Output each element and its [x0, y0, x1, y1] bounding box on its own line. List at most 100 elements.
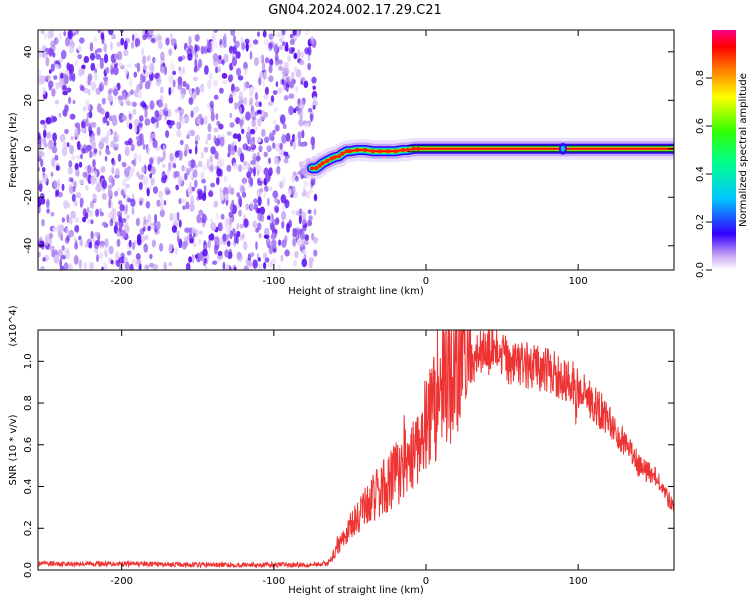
noise-blob [94, 72, 98, 82]
noise-blob [210, 146, 216, 155]
noise-blob [203, 185, 207, 192]
noise-blob [198, 230, 203, 235]
noise-blob [267, 101, 274, 106]
noise-blob [192, 169, 198, 179]
noise-blob [155, 80, 161, 87]
noise-blob [226, 227, 231, 236]
noise-blob [143, 243, 149, 253]
noise-blob [188, 256, 193, 263]
noise-blob [209, 100, 214, 108]
noise-blob [59, 78, 64, 88]
noise-blob [130, 113, 134, 123]
noise-blob [100, 166, 106, 173]
noise-blob [230, 187, 235, 195]
noise-blob [111, 160, 116, 167]
signal-peak-dot [393, 149, 398, 154]
noise-blob [131, 41, 134, 49]
noise-blob [220, 213, 225, 220]
noise-blob [141, 48, 144, 56]
noise-blob [44, 234, 50, 243]
noise-blob [300, 51, 305, 59]
noise-blob [292, 237, 296, 247]
noise-blob [262, 81, 266, 88]
x-tick-label: -200 [110, 276, 133, 287]
noise-blob [278, 148, 285, 158]
signal-peak-dot [378, 149, 383, 154]
y-tick-label: 0.0 [23, 562, 34, 578]
noise-blob [258, 101, 262, 107]
y-tick-label: 40 [23, 45, 34, 58]
noise-blob [87, 164, 92, 175]
noise-blob [249, 201, 255, 211]
noise-blob [252, 39, 259, 45]
noise-blob [159, 243, 164, 252]
noise-blob [208, 234, 213, 241]
noise-blob [101, 193, 107, 200]
noise-blob [191, 253, 195, 264]
noise-blob [51, 146, 58, 154]
noise-blob [264, 136, 270, 144]
noise-blob [48, 245, 55, 251]
signal-peak-dot [344, 149, 349, 154]
noise-blob [228, 74, 233, 83]
noise-blob [215, 113, 219, 120]
x-tick-label: 0 [423, 276, 429, 287]
noise-blob [118, 61, 123, 67]
noise-blob [257, 180, 263, 186]
noise-blob [98, 140, 105, 150]
noise-blob [238, 164, 243, 172]
noise-blob [144, 118, 151, 126]
noise-blob [177, 56, 183, 62]
noise-blob [117, 153, 122, 162]
spectrogram-ylabel: Frequency (Hz) [8, 112, 19, 188]
signal-peak-dot [340, 151, 345, 156]
noise-blob [178, 150, 183, 161]
noise-blob [232, 162, 239, 170]
noise-blob [104, 238, 109, 248]
noise-blob [72, 99, 76, 105]
noise-blob [303, 122, 310, 128]
noise-blob [239, 106, 242, 116]
noise-blob [126, 214, 130, 220]
noise-blob [134, 38, 138, 48]
noise-blob [95, 185, 101, 192]
noise-blob [181, 93, 185, 99]
noise-blob [302, 186, 306, 192]
noise-blob [65, 36, 70, 47]
noise-blob [268, 75, 274, 83]
noise-blob [296, 49, 301, 60]
noise-blob [160, 197, 164, 205]
noise-blob [120, 101, 124, 107]
noise-blob [74, 236, 77, 242]
noise-blob [272, 142, 276, 149]
noise-blob [90, 175, 97, 185]
noise-blob [53, 141, 57, 147]
noise-blob [297, 228, 301, 235]
noise-blob [214, 41, 218, 50]
noise-blob [254, 57, 259, 67]
noise-blob [313, 193, 318, 202]
noise-blob [190, 110, 194, 118]
noise-blob [98, 252, 104, 259]
noise-blob [43, 142, 48, 148]
noise-blob [289, 75, 292, 83]
noise-blob [90, 230, 94, 240]
noise-blob [209, 154, 213, 164]
noise-blob [245, 131, 252, 141]
noise-blob [219, 87, 224, 94]
noise-blob [252, 116, 257, 121]
noise-blob [295, 106, 299, 111]
noise-blob [193, 76, 198, 82]
noise-blob [236, 251, 242, 260]
noise-blob [172, 70, 177, 76]
noise-blob [281, 67, 287, 76]
x-tick-label: -100 [262, 576, 285, 587]
noise-blob [246, 171, 252, 179]
noise-blob [150, 177, 155, 186]
noise-blob [48, 232, 54, 239]
colorbar-tick-label: 0.8 [695, 70, 706, 86]
noise-blob [77, 54, 83, 60]
y-tick-label: 1.0 [23, 353, 34, 369]
noise-blob [248, 43, 253, 49]
